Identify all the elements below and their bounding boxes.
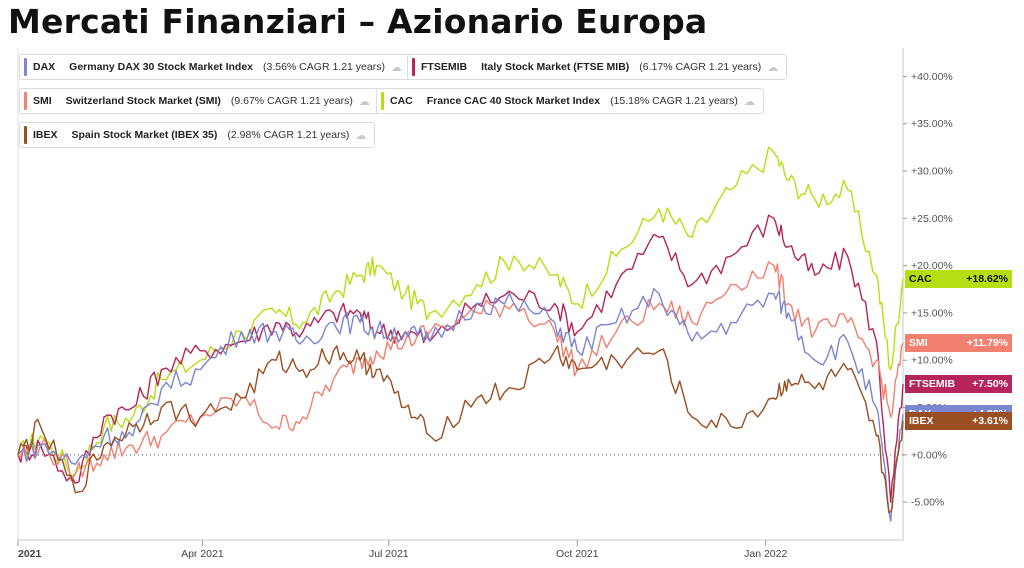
end-label-value: +7.50% (972, 377, 1008, 390)
legend-item-ftsemib[interactable]: FTSEMIB Italy Stock Market (FTSE MIB) (6.1… (407, 54, 788, 80)
legend-symbol: SMI (33, 95, 52, 107)
end-label-cac: CAC +18.62% (905, 269, 1012, 288)
end-label-value: +3.61% (972, 414, 1008, 427)
y-tick-label: +15.00% (911, 307, 953, 319)
legend-item-smi[interactable]: SMI Switzerland Stock Market (SMI) (9.67% … (19, 88, 379, 114)
chart-grid (17, 48, 904, 541)
legend-swatch (412, 58, 415, 76)
share-icon[interactable]: ☁ (390, 61, 402, 74)
series-line-ftsemib (17, 214, 904, 503)
end-label-smi: SMI +11.79% (905, 334, 1012, 353)
legend-name: Spain Stock Market (IBEX 35) (71, 129, 218, 141)
share-icon[interactable]: ☁ (743, 95, 755, 108)
legend-cagr: (6.17% CAGR 1.21 years) (639, 61, 762, 73)
y-tick-label: +35.00% (911, 118, 953, 130)
series-line-dax (17, 287, 904, 522)
share-icon[interactable]: ☁ (358, 95, 370, 108)
series-line-smi (17, 261, 904, 482)
y-tick-label: +20.00% (911, 260, 953, 272)
x-tick-label: Jul 2021 (369, 548, 409, 560)
share-icon[interactable]: ☁ (355, 129, 367, 142)
legend-cagr: (3.56% CAGR 1.21 years) (263, 61, 385, 73)
legend-symbol: CAC (390, 95, 413, 107)
end-label-symbol: FTSEMIB (909, 377, 956, 390)
legend-item-dax[interactable]: DAX Germany DAX 30 Stock Market Index (3.5… (19, 54, 411, 80)
y-tick-label: -5.00% (911, 497, 944, 509)
x-tick-label: Jan 2022 (744, 548, 787, 560)
end-label-value: +11.79% (966, 337, 1008, 350)
legend-item-ibex[interactable]: IBEX Spain Stock Market (IBEX 35) (2.98% C… (19, 122, 376, 148)
end-label-value: +18.62% (966, 272, 1008, 285)
legend-cagr: (15.18% CAGR 1.21 years) (610, 95, 738, 107)
y-axis: -5.00%+0.00%+5.00%+10.00%+15.00%+20.00%+… (903, 71, 953, 509)
x-tick-label: Apr 2021 (181, 548, 224, 560)
end-label-ftsemib: FTSEMIB +7.50% (905, 374, 1012, 393)
x-axis: 2021 Apr 2021 Jul 2021 Oct 2021 Jan 2022 (17, 540, 787, 560)
y-tick-label: +0.00% (911, 449, 947, 461)
legend-symbol: IBEX (33, 129, 58, 141)
end-label-ibex: IBEX +3.61% (905, 411, 1012, 430)
page-title: Mercati Finanziari – Azionario Europa (8, 2, 708, 41)
legend-symbol: FTSEMIB (421, 61, 468, 73)
legend-swatch (381, 92, 384, 110)
end-label-symbol: IBEX (909, 414, 934, 427)
x-tick-label: 2021 (18, 548, 42, 560)
legend-symbol: DAX (33, 61, 56, 73)
end-label-symbol: CAC (909, 272, 932, 285)
legend-cagr: (9.67% CAGR 1.21 years) (230, 95, 353, 107)
legend-name: France CAC 40 Stock Market Index (426, 95, 601, 107)
legend-name: Italy Stock Market (FTSE MIB) (481, 61, 630, 73)
y-tick-label: +30.00% (911, 166, 953, 178)
x-tick-label: Oct 2021 (556, 548, 599, 560)
end-label-symbol: SMI (909, 337, 928, 350)
legend-item-cac[interactable]: CAC France CAC 40 Stock Market Index (15.1… (376, 88, 764, 114)
legend-swatch (24, 92, 27, 110)
legend-swatch (24, 58, 27, 76)
legend-name: Switzerland Stock Market (SMI) (65, 95, 221, 107)
share-icon[interactable]: ☁ (767, 61, 779, 74)
series-line-ibex (17, 345, 904, 514)
y-tick-label: +40.00% (911, 71, 953, 83)
legend-cagr: (2.98% CAGR 1.21 years) (227, 129, 350, 141)
legend-name: Germany DAX 30 Stock Market Index (69, 61, 253, 73)
legend-swatch (24, 126, 27, 144)
y-tick-label: +25.00% (911, 213, 953, 225)
chart-series (17, 146, 904, 522)
y-tick-label: +10.00% (911, 355, 953, 367)
